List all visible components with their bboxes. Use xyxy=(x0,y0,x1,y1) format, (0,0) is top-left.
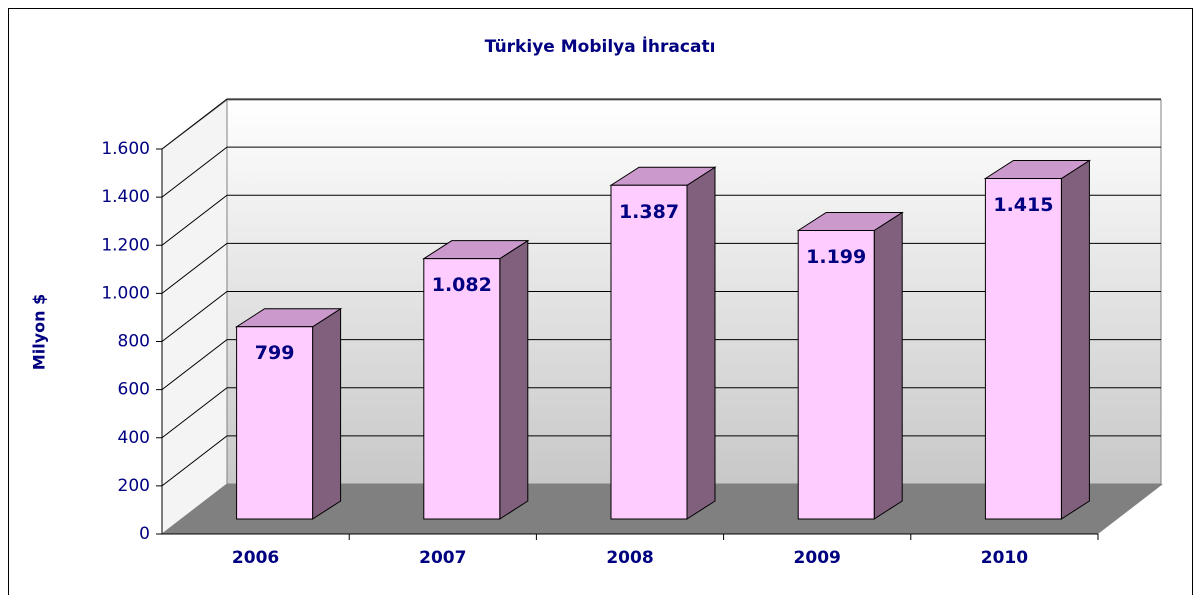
chart-title: Türkiye Mobilya İhracatı xyxy=(485,35,716,57)
bar xyxy=(423,258,501,520)
y-tick-label: 400 xyxy=(118,428,150,448)
y-tick-label: 1.200 xyxy=(101,235,150,255)
bar-side xyxy=(873,211,903,520)
x-tick-label: 2009 xyxy=(794,548,841,568)
value-label: 1.082 xyxy=(432,274,492,296)
y-tick-label: 800 xyxy=(118,332,150,352)
grid-line xyxy=(161,98,1161,150)
x-tick-label: 2007 xyxy=(419,548,466,568)
y-tick-label: 1.400 xyxy=(101,187,150,207)
y-tick-label: 200 xyxy=(118,476,150,496)
y-tick-label: 1.600 xyxy=(101,139,150,159)
grid-line xyxy=(161,194,1161,246)
x-tick-label: 2008 xyxy=(606,548,653,568)
grid-line xyxy=(161,146,1161,198)
x-tick-label: 2010 xyxy=(981,548,1028,568)
value-label: 1.199 xyxy=(806,246,866,268)
bar-side xyxy=(1060,159,1090,520)
bar-side xyxy=(312,307,342,520)
bar xyxy=(797,229,875,520)
x-tick-label: 2006 xyxy=(232,548,279,568)
value-label: 799 xyxy=(255,342,295,364)
value-label: 1.387 xyxy=(619,201,679,223)
value-label: 1.415 xyxy=(993,194,1053,216)
y-axis-label: Milyon $ xyxy=(30,294,49,370)
y-tick-label: 600 xyxy=(118,380,150,400)
bar-side xyxy=(499,239,529,520)
bar xyxy=(610,184,688,520)
y-tick-label: 0 xyxy=(139,524,150,544)
bar xyxy=(984,178,1062,520)
bar xyxy=(236,326,314,520)
bar-side xyxy=(686,166,716,520)
y-tick-label: 1.000 xyxy=(101,283,150,303)
